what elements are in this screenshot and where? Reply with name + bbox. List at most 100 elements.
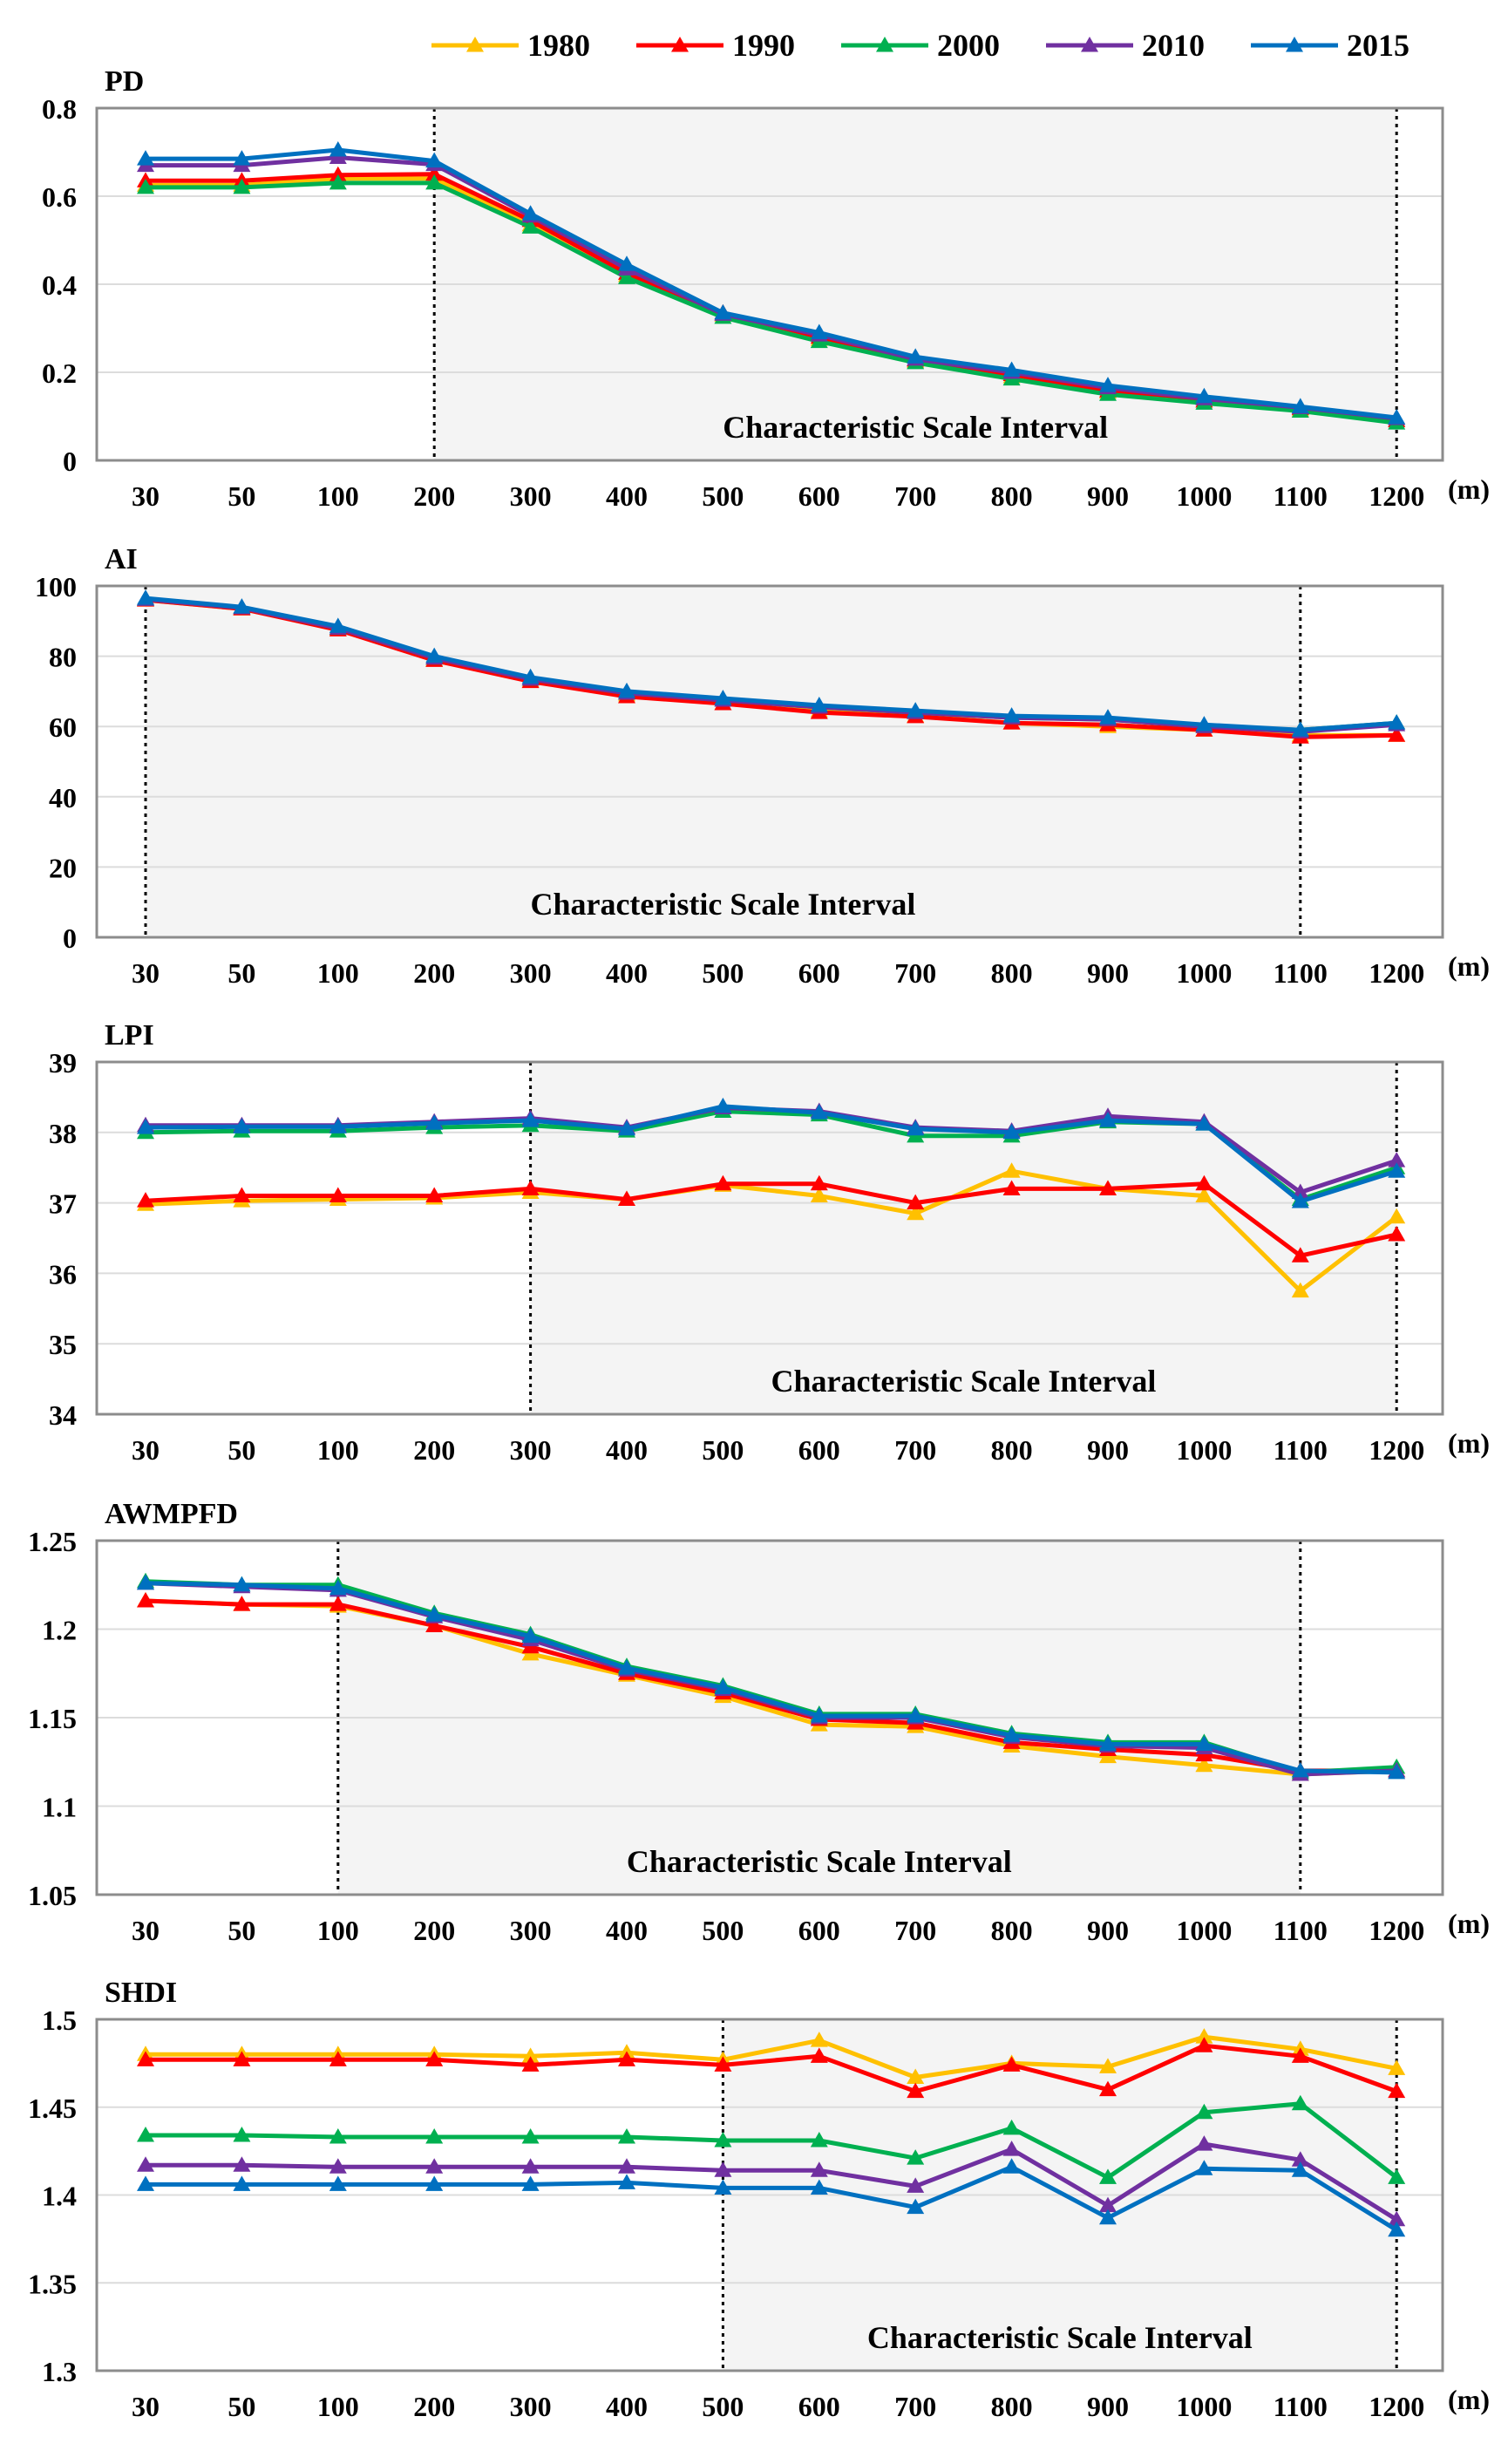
data-point-1990 xyxy=(521,2056,540,2072)
data-point-2010 xyxy=(1002,2141,1021,2156)
series-line-1990 xyxy=(145,1181,1397,1258)
legend-item-1990: 1990 xyxy=(636,28,795,63)
data-point-2015 xyxy=(329,1118,347,1133)
y-tick-label: 80 xyxy=(49,642,77,673)
data-point-2015 xyxy=(1195,1735,1213,1751)
x-tick-label: 500 xyxy=(702,480,744,512)
data-point-2015 xyxy=(137,1574,154,1590)
x-tick-label: 100 xyxy=(317,480,359,512)
data-point-1990 xyxy=(137,1192,154,1208)
x-tick-label: 30 xyxy=(132,2391,160,2422)
x-tick-label: 1100 xyxy=(1274,480,1328,512)
data-point-1980 xyxy=(1388,2059,1406,2075)
data-point-2015 xyxy=(810,1104,828,1120)
data-point-1990 xyxy=(1099,2080,1117,2097)
data-point-2015 xyxy=(714,1678,732,1694)
data-point-2015 xyxy=(137,589,154,605)
y-tick-label: 60 xyxy=(49,711,77,743)
data-point-2000 xyxy=(1195,2103,1213,2120)
data-point-1990 xyxy=(618,1190,635,1207)
data-point-2015 xyxy=(1002,1726,1021,1742)
interval-label: Characteristic Scale Interval xyxy=(530,887,915,922)
x-tick-label: 600 xyxy=(798,1434,840,1466)
data-point-2000 xyxy=(425,2128,444,2144)
data-point-2015 xyxy=(233,598,251,614)
x-unit-label: (m) xyxy=(1448,2384,1490,2415)
data-point-2000 xyxy=(1291,2094,1309,2111)
data-point-2010 xyxy=(1195,2135,1213,2151)
y-tick-label: 1.05 xyxy=(28,1880,77,1911)
y-tick-label: 40 xyxy=(49,782,77,813)
y-tick-label: 0.2 xyxy=(42,357,77,389)
x-tick-label: 900 xyxy=(1087,1434,1129,1466)
y-tick-label: 1.2 xyxy=(42,1615,77,1646)
data-point-2015 xyxy=(233,1118,251,1133)
x-unit-label: (m) xyxy=(1448,473,1490,505)
data-point-2015 xyxy=(907,1706,925,1723)
x-tick-label: 400 xyxy=(606,1434,648,1466)
x-tick-label: 600 xyxy=(798,2391,840,2422)
x-tick-label: 500 xyxy=(702,1434,744,1466)
x-tick-label: 200 xyxy=(413,480,455,512)
y-tick-label: 1.5 xyxy=(42,2005,77,2036)
x-tick-label: 100 xyxy=(317,957,359,989)
data-point-2010 xyxy=(329,2158,347,2174)
data-point-1990 xyxy=(1388,1225,1406,1242)
data-point-2000 xyxy=(329,174,347,190)
x-tick-label: 700 xyxy=(894,957,936,989)
data-point-2015 xyxy=(329,617,347,633)
x-tick-label: 600 xyxy=(798,957,840,989)
data-point-2015 xyxy=(907,702,925,718)
x-tick-label: 1100 xyxy=(1274,1915,1328,1946)
panel-title: AWMPFD xyxy=(105,1498,238,1530)
x-tick-label: 300 xyxy=(510,1915,552,1946)
data-point-2000 xyxy=(137,178,154,194)
data-point-1990 xyxy=(137,2051,154,2066)
data-point-1990 xyxy=(1002,1180,1021,1195)
data-point-2015 xyxy=(425,2175,444,2191)
x-tick-label: 1200 xyxy=(1369,1434,1424,1466)
x-tick-label: 30 xyxy=(132,480,160,512)
data-point-2015 xyxy=(1002,707,1021,723)
legend-label-2010: 2010 xyxy=(1142,28,1205,63)
legend-item-2010: 2010 xyxy=(1046,28,1205,63)
series-1990 xyxy=(137,2037,1406,2099)
data-point-1990 xyxy=(329,2051,347,2066)
x-tick-label: 50 xyxy=(228,1434,255,1466)
x-tick-label: 400 xyxy=(606,1915,648,1946)
data-point-2015 xyxy=(521,1627,540,1644)
data-point-2015 xyxy=(907,348,925,364)
data-point-2015 xyxy=(618,255,635,271)
data-point-2010 xyxy=(137,2156,154,2172)
data-point-2015 xyxy=(1388,1162,1406,1178)
panel-title: LPI xyxy=(105,1019,154,1052)
data-point-1990 xyxy=(329,1596,347,1611)
plot-frame xyxy=(95,106,1444,462)
y-tick-label: 1.4 xyxy=(42,2181,77,2212)
data-point-2010 xyxy=(521,2158,540,2174)
data-point-1990 xyxy=(1388,726,1406,742)
data-point-2015 xyxy=(1099,1735,1117,1751)
x-unit-label: (m) xyxy=(1448,1908,1490,1939)
x-tick-label: 1200 xyxy=(1369,2391,1424,2422)
data-point-2015 xyxy=(714,2179,732,2195)
data-point-2000 xyxy=(521,2128,540,2144)
x-tick-label: 300 xyxy=(510,957,552,989)
data-point-2015 xyxy=(1099,2209,1117,2225)
data-point-1980 xyxy=(1195,1756,1213,1773)
interval-label: Characteristic Scale Interval xyxy=(627,1844,1012,1879)
legend-label-1990: 1990 xyxy=(732,28,795,63)
chart-panels: Characteristic Scale Interval PD 0 0.2 0.4 0.… xyxy=(28,65,1490,2422)
legend-marker-2000 xyxy=(876,37,893,52)
data-point-2010 xyxy=(425,2158,444,2174)
data-point-1980 xyxy=(1002,1162,1021,1178)
series-2015 xyxy=(137,1097,1406,1208)
legend-item-1980: 1980 xyxy=(431,28,590,63)
data-point-2015 xyxy=(521,668,540,684)
series-line-2015 xyxy=(146,147,1397,420)
data-point-2000 xyxy=(618,2128,635,2144)
x-tick-label: 600 xyxy=(798,480,840,512)
y-tick-label: 37 xyxy=(49,1188,77,1220)
data-point-2015 xyxy=(618,1659,635,1675)
series-line-1980 xyxy=(146,2034,1397,2079)
